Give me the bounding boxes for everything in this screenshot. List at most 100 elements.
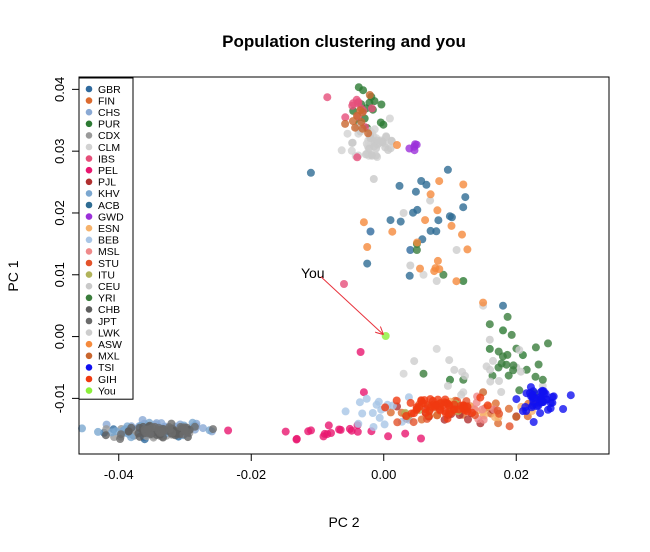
data-point: [116, 435, 125, 443]
legend-item-gbr: GBR: [85, 84, 121, 96]
annotation-arrow: [320, 276, 383, 334]
data-point: [426, 196, 435, 205]
series-gwd: [405, 140, 421, 155]
legend-label: PJL: [98, 177, 116, 189]
legend-marker: [85, 375, 93, 383]
legend-marker: [85, 282, 93, 290]
legend-item-chb: CHB: [85, 304, 120, 316]
data-point: [512, 395, 521, 404]
data-point: [401, 429, 410, 438]
data-point: [446, 375, 454, 384]
data-point: [379, 120, 388, 129]
legend-item-stu: STU: [85, 258, 119, 270]
data-point: [445, 356, 454, 365]
legend-item-gih: GIH: [85, 374, 117, 386]
data-point: [422, 180, 431, 189]
legend-label: PEL: [98, 165, 118, 177]
data-point: [494, 363, 503, 372]
data-point: [546, 399, 555, 408]
data-point: [485, 320, 494, 329]
data-point: [538, 375, 547, 384]
x-tick-label: 0.00: [371, 467, 396, 482]
data-point: [434, 216, 443, 225]
data-point: [507, 330, 516, 339]
data-point: [395, 181, 404, 190]
data-point: [353, 153, 362, 162]
legend-label: ACB: [98, 200, 120, 212]
series-gih: [381, 393, 492, 423]
data-point: [406, 261, 415, 270]
data-point: [323, 93, 332, 102]
legend-item-you: You: [85, 385, 116, 397]
legend-item-mxl: MXL: [85, 351, 120, 363]
data-point: [432, 227, 441, 236]
points-layer: [78, 83, 575, 444]
series-lwk: [399, 196, 525, 399]
data-point: [190, 422, 199, 431]
legend-marker: [85, 259, 93, 267]
data-point: [426, 226, 435, 235]
data-point: [443, 165, 452, 174]
legend-item-ceu: CEU: [85, 281, 120, 293]
series-pel: [224, 348, 425, 444]
legend-label: PUR: [98, 119, 121, 131]
series-asw: [359, 141, 488, 307]
data-point: [380, 420, 389, 429]
data-point: [372, 144, 381, 153]
data-point: [365, 91, 374, 99]
series-jpt: [116, 419, 217, 443]
legend-item-fin: FIN: [85, 95, 115, 107]
legend-item-pel: PEL: [85, 165, 118, 177]
data-point: [364, 129, 373, 138]
data-point: [433, 256, 442, 265]
data-point: [409, 418, 418, 427]
data-point: [307, 426, 315, 435]
data-point: [351, 123, 360, 132]
legend-marker: [85, 155, 93, 162]
legend-item-ibs: IBS: [85, 153, 115, 165]
y-tick-label: 0.01: [52, 262, 67, 287]
data-point: [410, 146, 419, 155]
data-point: [407, 409, 416, 418]
legend-marker: [85, 120, 93, 128]
data-point: [566, 391, 575, 400]
data-point: [406, 246, 415, 254]
data-point: [381, 403, 390, 412]
data-point: [527, 403, 536, 412]
series-mxl: [341, 91, 521, 421]
data-point: [503, 312, 512, 321]
data-point: [359, 218, 368, 227]
chart-title: Population clustering and you: [222, 32, 466, 51]
legend-item-esn: ESN: [85, 223, 120, 235]
legend-marker: [85, 201, 93, 209]
legend-item-khv: KHV: [85, 188, 120, 200]
data-point: [459, 277, 468, 285]
data-point: [362, 394, 371, 403]
data-point: [366, 227, 375, 236]
legend-label: IBS: [98, 153, 115, 165]
legend-label: MXL: [98, 351, 120, 363]
x-tick-label: -0.02: [236, 467, 266, 482]
annotation: You: [301, 265, 383, 334]
x-axis-label: PC 2: [328, 514, 359, 530]
data-point: [486, 365, 494, 374]
data-point: [516, 367, 525, 376]
data-point: [504, 371, 513, 380]
data-point: [435, 177, 444, 186]
legend-label: MSL: [98, 246, 120, 258]
legend-label: STU: [98, 258, 119, 270]
data-point: [363, 259, 372, 268]
data-point: [341, 119, 350, 128]
y-tick-label: 0.04: [52, 77, 67, 102]
data-point: [124, 427, 133, 436]
data-point: [393, 141, 401, 149]
legend-marker: [85, 97, 93, 104]
data-point: [432, 344, 441, 353]
data-point: [489, 356, 497, 365]
legend-item-tsi: TSI: [85, 362, 114, 374]
data-point: [356, 348, 365, 356]
data-point: [536, 409, 545, 418]
data-point: [410, 357, 419, 366]
data-point: [343, 129, 352, 138]
